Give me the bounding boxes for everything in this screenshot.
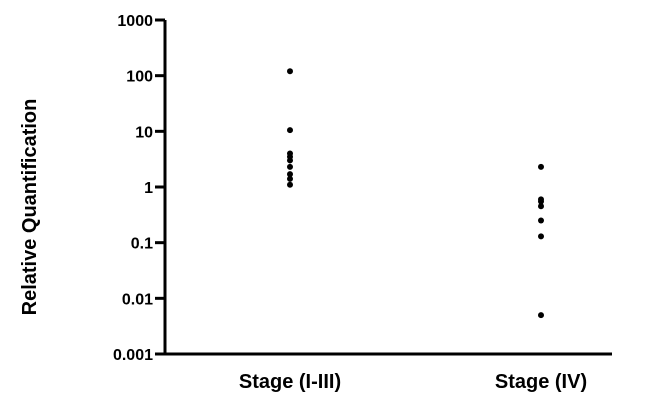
data-point xyxy=(538,233,544,240)
data-points xyxy=(287,68,544,319)
y-tick-label: 100 xyxy=(126,69,153,86)
data-point xyxy=(287,127,293,134)
data-point xyxy=(538,312,544,319)
y-tick-label: 0.1 xyxy=(131,236,153,253)
y-axis: 0.001 0.01 0.1 1 10 100 1000 xyxy=(113,13,167,364)
data-point xyxy=(287,163,293,170)
data-point xyxy=(538,217,544,224)
data-point xyxy=(287,181,293,188)
x-category-label: Stage (IV) xyxy=(495,371,587,393)
y-tick-label: 0.001 xyxy=(113,347,153,364)
y-tick-label: 1 xyxy=(144,180,153,197)
x-category-label: Stage (I-III) xyxy=(239,371,341,393)
data-point xyxy=(287,68,293,75)
y-tick-label: 1000 xyxy=(117,13,153,30)
y-axis-title: Relative Quantification xyxy=(19,99,41,316)
y-tick-label: 0.01 xyxy=(122,291,153,308)
x-axis: Stage (I-III) Stage (IV) xyxy=(163,352,612,393)
data-point xyxy=(287,171,293,178)
data-point xyxy=(287,175,293,182)
y-tick-label: 10 xyxy=(135,124,153,141)
data-point xyxy=(538,203,544,210)
data-point xyxy=(538,163,544,170)
data-point xyxy=(287,157,293,164)
data-point xyxy=(538,198,544,205)
